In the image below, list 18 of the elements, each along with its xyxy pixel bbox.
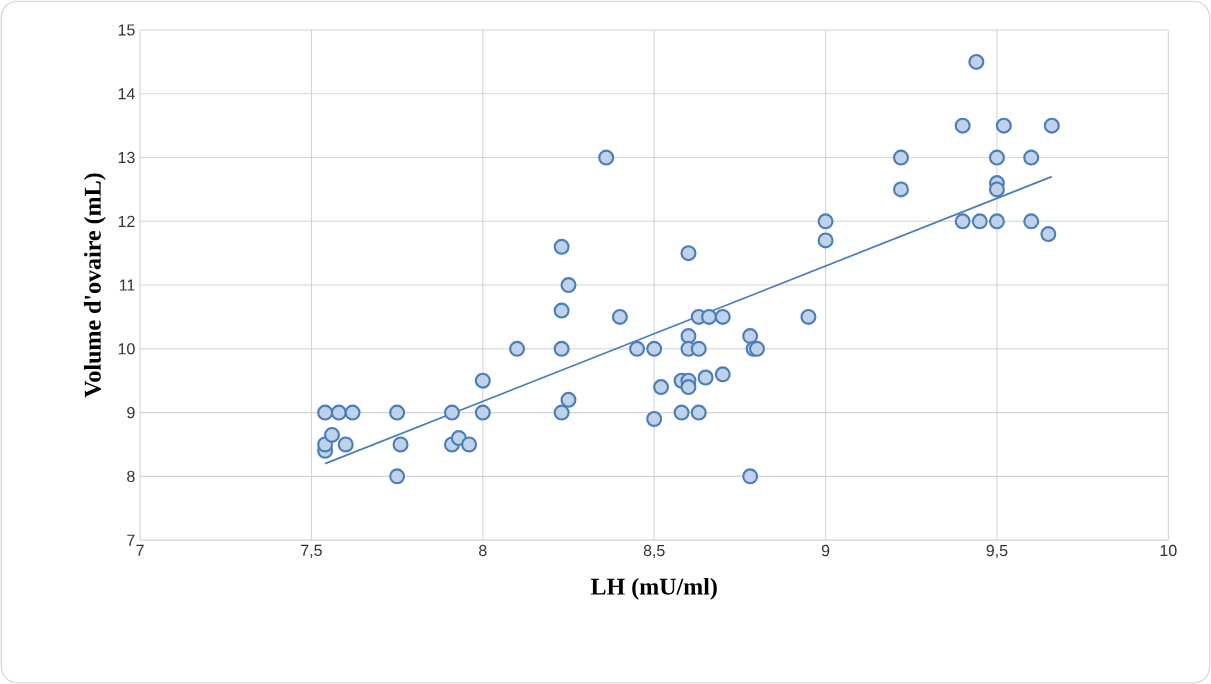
y-tick-label: 7 bbox=[127, 534, 135, 546]
x-tick-label: 7 bbox=[136, 544, 144, 556]
y-tick-label: 12 bbox=[118, 215, 135, 227]
y-tick-label: 14 bbox=[118, 88, 135, 100]
y-tick-label: 10 bbox=[118, 343, 135, 355]
y-axis-title: Volume d'ovaire (mL) bbox=[83, 173, 106, 398]
x-tick-label: 9 bbox=[821, 544, 830, 557]
x-tick-label: 9,5 bbox=[986, 544, 1008, 558]
y-tick-label: 11 bbox=[119, 279, 135, 291]
x-tick-label: 10 bbox=[1160, 544, 1177, 557]
y-tick-label: 8 bbox=[127, 470, 135, 482]
y-tick-label: 13 bbox=[118, 151, 135, 164]
y-tick-label: 15 bbox=[118, 24, 135, 36]
x-tick-label: 8 bbox=[479, 544, 487, 557]
y-tick-label: 9 bbox=[127, 406, 135, 419]
x-tick-label: 7,5 bbox=[301, 544, 322, 558]
x-tick-label: 8,5 bbox=[643, 544, 665, 558]
x-axis-title: LH (mU/ml) bbox=[590, 577, 717, 600]
